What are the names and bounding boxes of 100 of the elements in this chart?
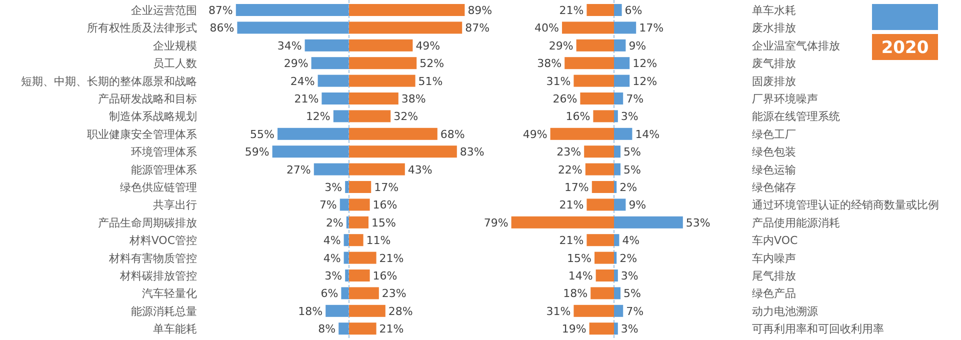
y-tick-label: 能源消耗总量 (131, 304, 197, 318)
data-label: 3% (620, 322, 638, 336)
data-label: 9% (628, 198, 646, 212)
y-tick-label: 绿色包装 (752, 146, 796, 159)
y-tick-label: 短期、中期、长期的整体愿景和战略 (21, 74, 197, 88)
bar (614, 270, 618, 282)
data-label: 8% (318, 322, 336, 336)
data-label: 21% (379, 322, 404, 336)
y-tick-label: 制造体系战略规划 (109, 110, 197, 124)
bar (614, 304, 624, 317)
y-tick-label: 材料碳排放管控 (119, 270, 197, 282)
data-label: 49% (522, 128, 548, 141)
y-tick-label: 废气排放 (752, 57, 796, 70)
y-tick-label: 车内噪声 (752, 252, 796, 265)
y-tick-label: 产品研发战略和目标 (98, 92, 197, 106)
bar (614, 163, 620, 176)
data-label: 16% (372, 270, 398, 282)
data-label: 89% (468, 4, 492, 17)
y-tick-label: 企业温室气体排放 (752, 39, 840, 52)
y-tick-label: 单车能耗 (153, 322, 197, 336)
y-tick-label: 能源管理体系 (131, 163, 197, 176)
data-label: 26% (552, 92, 578, 106)
data-label: 3% (324, 181, 342, 194)
y-tick-label: 企业运营范围 (131, 4, 197, 17)
y-tick-label: 绿色供应链管理 (120, 181, 197, 194)
data-label: 28% (388, 304, 413, 318)
y-tick-label: 车内VOC (752, 234, 798, 248)
data-label: 12% (632, 74, 658, 88)
y-tick-label: 单车水耗 (752, 4, 796, 17)
y-tick-label: 职业健康安全管理体系 (87, 128, 197, 141)
bar (344, 252, 349, 264)
data-label: 11% (366, 234, 391, 248)
data-label: 4% (323, 234, 341, 248)
data-label: 24% (290, 74, 315, 88)
data-label: 29% (284, 57, 308, 70)
bar (614, 234, 620, 246)
y-tick-label: 厂界环境噪声 (752, 92, 818, 106)
bar (614, 110, 618, 122)
data-label: 4% (323, 252, 341, 265)
data-label: 7% (626, 304, 644, 318)
data-label: 3% (620, 270, 638, 282)
data-label: 23% (556, 146, 582, 159)
data-label: 22% (558, 163, 582, 176)
y-tick-label: 企业规模 (153, 39, 197, 52)
data-label: 87% (208, 4, 233, 17)
y-tick-label: 员工人数 (153, 57, 197, 70)
data-label: 38% (537, 57, 562, 70)
bar (614, 39, 626, 52)
data-label: 12% (632, 57, 658, 70)
data-label: 5% (624, 287, 641, 300)
data-label: 31% (546, 74, 571, 88)
data-label: 79% (484, 216, 508, 230)
y-tick-label: 产品生命周期碳排放 (98, 216, 197, 230)
data-label: 5% (624, 163, 641, 176)
y-tick-label: 绿色运输 (752, 163, 796, 176)
bar (614, 252, 617, 264)
y-tick-label: 绿色工厂 (752, 128, 796, 141)
data-label: 2% (620, 181, 638, 194)
bar (614, 4, 622, 16)
data-label: 18% (298, 304, 323, 318)
data-label: 38% (401, 92, 426, 106)
data-label: 32% (394, 110, 418, 124)
y-tick-label: 可再利用率和可回收利用率 (752, 322, 884, 336)
data-label: 31% (546, 304, 571, 318)
data-label: 17% (564, 181, 589, 194)
bar (345, 181, 349, 193)
data-label: 3% (620, 110, 638, 124)
data-label: 6% (624, 4, 642, 17)
data-label: 6% (320, 287, 338, 300)
y-tick-label: 能源在线管理系统 (752, 110, 840, 124)
data-label: 21% (379, 252, 404, 265)
data-label: 21% (559, 198, 584, 212)
y-tick-label: 产品使用能源消耗 (752, 216, 840, 230)
data-label: 16% (566, 110, 590, 124)
y-tick-label: 汽车轻量化 (142, 287, 197, 300)
data-label: 40% (534, 22, 559, 35)
data-label: 2% (620, 252, 638, 265)
bar (341, 287, 349, 300)
data-label: 59% (244, 146, 270, 159)
data-label: 3% (324, 270, 342, 282)
data-label: 15% (372, 216, 396, 230)
bar (614, 92, 624, 104)
data-label: 18% (563, 287, 588, 300)
data-label: 87% (465, 22, 490, 35)
text: 2020 (881, 38, 929, 58)
data-label: 51% (418, 74, 443, 88)
y-tick-label: 共享出行 (153, 198, 197, 212)
y-tick-label: 环境管理体系 (131, 146, 197, 159)
data-label: 17% (374, 181, 399, 194)
data-label: 4% (622, 234, 640, 248)
bar (614, 181, 617, 193)
data-label: 7% (319, 198, 337, 212)
data-label: 34% (277, 39, 302, 52)
data-label: 21% (294, 92, 319, 106)
bar (614, 146, 620, 158)
data-label: 49% (416, 39, 440, 52)
y-tick-label: 所有权性质及法律形式 (87, 22, 197, 35)
data-label: 83% (460, 146, 484, 159)
data-label: 15% (567, 252, 592, 265)
data-label: 68% (440, 128, 465, 141)
